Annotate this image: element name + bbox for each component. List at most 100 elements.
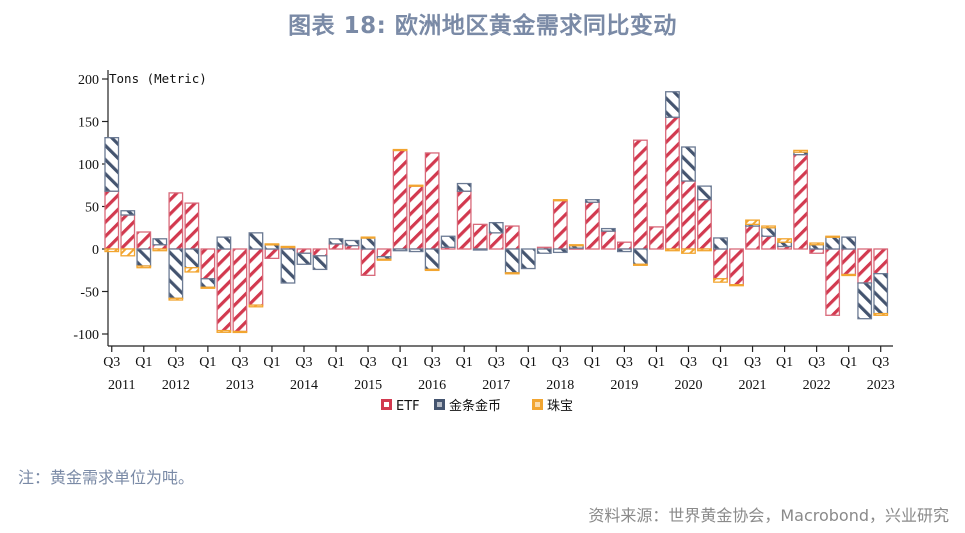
x-tick-quarter-label: Q1 <box>135 355 152 370</box>
bar-group <box>184 202 200 273</box>
bar-group <box>649 226 664 250</box>
jewelry-segment <box>136 265 152 269</box>
jewelry-segment <box>216 329 232 333</box>
bar-group <box>665 91 680 252</box>
etf-segment <box>232 248 248 333</box>
bar-coin-segment <box>841 236 857 250</box>
x-tick-quarter-label: Q1 <box>840 355 857 370</box>
y-tick-label: 200 <box>78 73 99 88</box>
bar-group <box>761 225 776 250</box>
x-year-label: 2014 <box>290 378 318 393</box>
etf-segment <box>761 235 776 250</box>
bar-coin-segment <box>280 248 296 284</box>
x-tick-quarter-label: Q3 <box>680 355 697 370</box>
x-tick-quarter-label: Q3 <box>295 355 312 370</box>
chart-title: 图表 18: 欧洲地区黄金需求同比变动 <box>288 13 677 39</box>
bar-coin-segment <box>761 227 776 237</box>
etf-segment <box>745 225 760 250</box>
bar-group <box>600 227 616 250</box>
x-year-label: 2013 <box>226 378 254 393</box>
x-year-label: 2022 <box>803 378 831 393</box>
x-tick-quarter-label: Q1 <box>584 355 601 370</box>
jewelry-segment <box>168 297 184 301</box>
x-year-label: 2018 <box>546 378 574 393</box>
bar-coin-segment <box>184 248 200 269</box>
x-year-label: 2016 <box>418 378 446 393</box>
bar-coin-segment <box>152 238 168 246</box>
jewelry-segment <box>392 148 408 152</box>
legend-label: ETF <box>396 399 420 414</box>
bar-coin-segment <box>600 227 616 232</box>
jewelry-segment <box>248 304 264 308</box>
bar-group <box>713 237 728 283</box>
jewelry-segment <box>504 272 520 275</box>
bar-coin-segment <box>584 199 600 203</box>
etf-segment <box>584 201 600 250</box>
x-year-label: 2012 <box>162 378 190 393</box>
bar-group <box>857 248 873 320</box>
bar-group <box>633 139 648 266</box>
bar-group <box>280 245 296 284</box>
legend-label: 珠宝 <box>547 399 573 414</box>
bar-group <box>344 239 360 250</box>
bar-coin-segment <box>665 91 680 118</box>
bar-coin-segment <box>216 236 232 250</box>
jewelry-segment <box>360 236 376 239</box>
x-year-label: 2011 <box>108 378 135 393</box>
y-tick-label: 0 <box>92 243 99 258</box>
bar-group <box>152 238 168 252</box>
bar-group <box>873 248 889 316</box>
jewelry-segment <box>152 248 168 252</box>
bar-group <box>424 152 440 272</box>
etf-segment <box>633 139 648 250</box>
bar-coin-segment <box>697 185 712 201</box>
jewelry-segment <box>633 263 648 266</box>
jewelry-segment <box>104 248 120 253</box>
etf-segment <box>248 248 264 306</box>
x-tick-quarter-label: Q1 <box>392 355 409 370</box>
etf-segment <box>168 192 184 250</box>
bar-group <box>216 236 232 333</box>
etf-segment <box>681 180 696 250</box>
jewelry-segment <box>793 149 809 153</box>
jewelry-segment <box>280 245 296 249</box>
bar-group <box>809 242 825 254</box>
bar-group <box>312 248 328 271</box>
jewelry-segment <box>841 273 857 277</box>
x-tick-quarter-label: Q1 <box>456 355 473 370</box>
y-tick-label: -100 <box>73 328 99 343</box>
bar-coin-segment <box>504 248 520 274</box>
jewelry-segment <box>761 225 776 229</box>
etf-segment <box>552 199 568 250</box>
bar-coin-segment <box>360 237 376 250</box>
y-tick-label: 100 <box>78 158 99 173</box>
bar-group <box>520 248 536 270</box>
bar-group <box>232 248 248 334</box>
bar-group <box>472 223 488 251</box>
bar-group <box>168 192 184 301</box>
etf-segment <box>793 153 809 250</box>
bar-coin-segment <box>392 248 408 252</box>
x-year-label: 2023 <box>867 378 895 393</box>
y-tick-label: 50 <box>85 201 99 216</box>
bar-group <box>504 225 520 275</box>
x-tick-quarter-label: Q1 <box>263 355 280 370</box>
bar-coin-segment <box>456 182 472 192</box>
bar-group <box>697 185 712 252</box>
x-tick-quarter-label: Q3 <box>744 355 761 370</box>
jewelry-segment <box>777 238 792 243</box>
jewelry-segment <box>681 248 696 254</box>
x-tick-quarter-label: Q1 <box>776 355 793 370</box>
bar-coin-segment <box>472 248 488 251</box>
jewelry-segment <box>200 286 216 289</box>
bar-group <box>568 244 584 250</box>
jewelry-segment <box>809 242 825 246</box>
jewelry-segment <box>232 330 248 334</box>
bar-group <box>120 210 136 257</box>
x-year-label: 2020 <box>674 378 702 393</box>
jewelry-segment <box>825 235 841 238</box>
bar-coin-segment <box>681 146 696 182</box>
etf-segment <box>312 248 328 257</box>
jewelry-segment <box>745 219 760 226</box>
